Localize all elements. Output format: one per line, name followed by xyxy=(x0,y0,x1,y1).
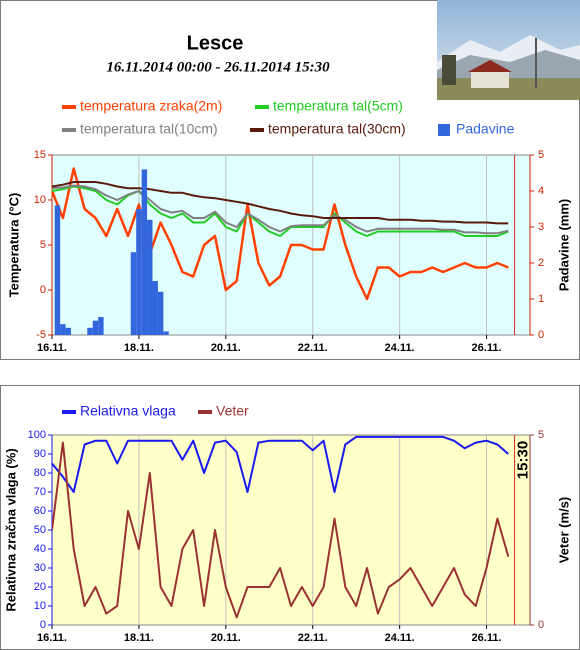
x-tick-label: 24.11. xyxy=(385,632,415,644)
x-tick-label: 18.11. xyxy=(124,632,154,644)
y-tick-label: 90 xyxy=(34,448,46,460)
legend-label: temperatura tal(30cm) xyxy=(268,121,406,137)
y-axis-label: Relativna zračna vlaga (%) xyxy=(3,448,18,611)
x-tick-label: 22.11. xyxy=(298,342,328,354)
y2-tick-label: 5 xyxy=(538,149,544,161)
x-tick-label: 22.11. xyxy=(298,632,328,644)
y-tick-label: 20 xyxy=(34,581,46,593)
x-tick-label: 26.11. xyxy=(472,342,502,354)
y-tick-label: 30 xyxy=(34,562,46,574)
chart-title: Lesce xyxy=(187,32,244,54)
photo xyxy=(437,0,580,100)
x-tick-label: 26.11. xyxy=(472,632,502,644)
legend-label: Padavine xyxy=(456,121,515,137)
bar xyxy=(60,324,66,335)
bar xyxy=(136,209,142,335)
y2-tick-label: 0 xyxy=(538,619,544,631)
x-tick-label: 16.11. xyxy=(37,632,67,644)
bar xyxy=(152,281,158,335)
y-tick-label: -5 xyxy=(36,329,46,341)
plot-area xyxy=(51,434,531,626)
bar xyxy=(98,317,104,335)
y-tick-label: 60 xyxy=(34,505,46,517)
y-tick-label: 50 xyxy=(34,524,46,536)
bar xyxy=(130,252,137,335)
series-line xyxy=(52,435,509,493)
legend-label: Relativna vlaga xyxy=(80,403,176,419)
legend-label: temperatura tal(5cm) xyxy=(273,98,403,114)
x-tick-label: 18.11. xyxy=(124,342,154,354)
y-tick-label: 100 xyxy=(28,429,46,441)
x-tick-label: 24.11. xyxy=(385,342,415,354)
y2-tick-label: 1 xyxy=(538,293,544,305)
y2-tick-label: 0 xyxy=(538,329,544,341)
y-tick-label: 0 xyxy=(40,284,46,296)
now-label: 15:30 xyxy=(515,441,532,479)
bar xyxy=(157,291,164,335)
bar xyxy=(147,219,153,335)
y-tick-label: 15 xyxy=(34,149,46,161)
y2-tick-label: 3 xyxy=(538,221,544,233)
y2-tick-label: 5 xyxy=(538,429,544,441)
series-line xyxy=(52,181,509,225)
series-layer xyxy=(52,167,509,335)
y-tick-label: 0 xyxy=(40,619,46,631)
legend-label: temperatura zraka(2m) xyxy=(80,98,222,114)
y-tick-label: 40 xyxy=(34,543,46,555)
bar xyxy=(65,327,72,335)
y-tick-label: 80 xyxy=(34,467,46,479)
x-tick-label: 16.11. xyxy=(37,342,67,354)
bar xyxy=(163,331,169,335)
y-tick-label: 70 xyxy=(34,486,46,498)
bar xyxy=(92,320,99,335)
legend-swatch xyxy=(438,124,450,136)
series-line xyxy=(52,167,509,301)
bar xyxy=(54,205,61,335)
y-tick-label: 10 xyxy=(34,600,46,612)
y-tick-label: 10 xyxy=(34,194,46,206)
x-tick-label: 20.11. xyxy=(211,342,241,354)
y-tick-label: 5 xyxy=(40,239,46,251)
chart-subtitle: 16.11.2014 00:00 - 26.11.2014 15:30 xyxy=(106,59,330,75)
y2-axis-label: Padavine (mm) xyxy=(556,199,571,291)
x-tick-label: 20.11. xyxy=(211,632,241,644)
bar xyxy=(141,169,148,335)
legend-label: Veter xyxy=(216,403,249,419)
y2-axis-label: Veter (m/s) xyxy=(556,497,571,563)
series-line xyxy=(52,441,510,619)
bar xyxy=(87,327,93,335)
y2-tick-label: 4 xyxy=(538,185,544,197)
legend-label: temperatura tal(10cm) xyxy=(80,121,218,137)
series-layer xyxy=(52,435,510,619)
y2-tick-label: 2 xyxy=(538,257,544,269)
series-line xyxy=(52,184,509,235)
y-axis-label: Temperatura (°C) xyxy=(6,193,21,298)
